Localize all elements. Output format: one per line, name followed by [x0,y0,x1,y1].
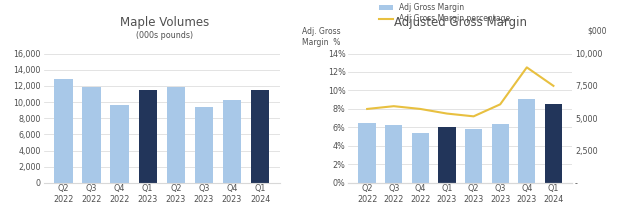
Bar [54,79,73,183]
Text: Adj. Gross
Margin  %: Adj. Gross Margin % [302,27,340,47]
Bar [412,133,429,183]
Text: Maple Volumes: Maple Volumes [120,16,210,29]
Bar [439,126,456,183]
Text: (000s pounds): (000s pounds) [136,31,193,40]
Bar [251,90,269,183]
Bar [139,90,157,183]
Bar [82,87,101,183]
Bar [545,104,562,183]
Bar [518,99,536,183]
Text: Adjusted Gross Margin: Adjusted Gross Margin [394,16,527,29]
Bar [465,129,482,183]
Bar [167,87,185,183]
Bar [111,105,129,183]
Bar [358,123,376,183]
Bar [195,107,213,183]
Bar [223,100,241,183]
Text: $000: $000 [587,27,606,36]
Bar [491,124,509,183]
Bar [385,125,402,183]
Legend: Adj Gross Margin, Adj Gross Margin percentage: Adj Gross Margin, Adj Gross Margin perce… [379,3,510,23]
